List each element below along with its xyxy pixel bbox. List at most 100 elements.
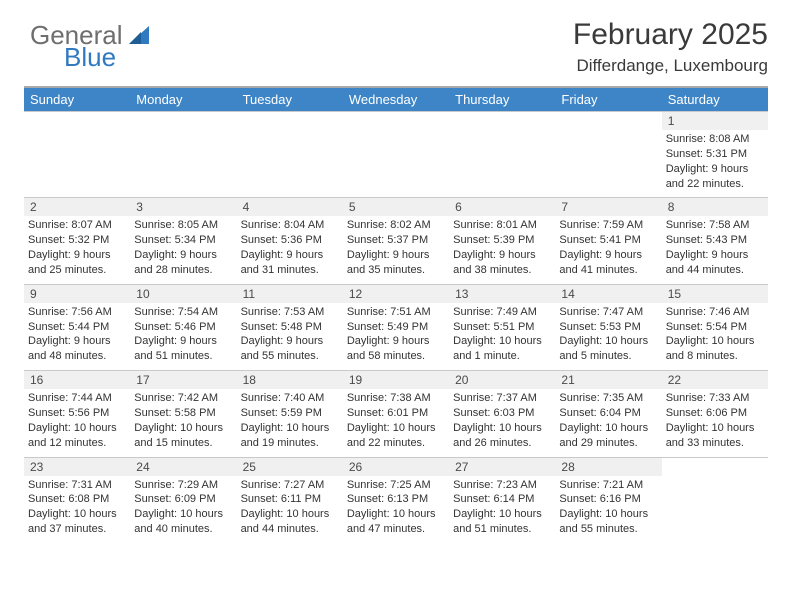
dow-saturday: Saturday <box>662 87 768 112</box>
day-cell <box>130 112 236 198</box>
day-body: Sunrise: 7:33 AMSunset: 6:06 PMDaylight:… <box>662 389 768 456</box>
day-body: Sunrise: 7:21 AMSunset: 6:16 PMDaylight:… <box>555 476 661 543</box>
day-cell-inner: 28Sunrise: 7:21 AMSunset: 6:16 PMDayligh… <box>555 458 661 543</box>
day-cell: 9Sunrise: 7:56 AMSunset: 5:44 PMDaylight… <box>24 284 130 370</box>
day-line-sr: Sunrise: 7:56 AM <box>28 305 124 320</box>
day-cell: 7Sunrise: 7:59 AMSunset: 5:41 PMDaylight… <box>555 198 661 284</box>
day-cell <box>555 112 661 198</box>
day-cell: 10Sunrise: 7:54 AMSunset: 5:46 PMDayligh… <box>130 284 236 370</box>
day-line-sr: Sunrise: 8:05 AM <box>134 218 230 233</box>
day-cell-inner <box>449 112 555 196</box>
day-line-d2: and 26 minutes. <box>453 436 549 451</box>
day-cell-inner: 20Sunrise: 7:37 AMSunset: 6:03 PMDayligh… <box>449 371 555 456</box>
day-line-d2: and 48 minutes. <box>28 349 124 364</box>
day-line-d1: Daylight: 10 hours <box>559 334 655 349</box>
day-cell-inner: 19Sunrise: 7:38 AMSunset: 6:01 PMDayligh… <box>343 371 449 456</box>
day-cell-inner <box>343 112 449 196</box>
day-line-sr: Sunrise: 7:59 AM <box>559 218 655 233</box>
day-cell: 6Sunrise: 8:01 AMSunset: 5:39 PMDaylight… <box>449 198 555 284</box>
day-cell: 24Sunrise: 7:29 AMSunset: 6:09 PMDayligh… <box>130 457 236 543</box>
day-body: Sunrise: 7:37 AMSunset: 6:03 PMDaylight:… <box>449 389 555 456</box>
day-cell <box>449 112 555 198</box>
day-number: 26 <box>343 458 449 476</box>
day-line-d2: and 5 minutes. <box>559 349 655 364</box>
day-cell: 15Sunrise: 7:46 AMSunset: 5:54 PMDayligh… <box>662 284 768 370</box>
day-cell: 3Sunrise: 8:05 AMSunset: 5:34 PMDaylight… <box>130 198 236 284</box>
day-line-d1: Daylight: 9 hours <box>666 248 762 263</box>
logo-word-blue: Blue <box>64 44 123 70</box>
day-line-sr: Sunrise: 7:58 AM <box>666 218 762 233</box>
day-line-d2: and 22 minutes. <box>666 177 762 192</box>
day-cell: 13Sunrise: 7:49 AMSunset: 5:51 PMDayligh… <box>449 284 555 370</box>
day-line-d1: Daylight: 10 hours <box>559 507 655 522</box>
day-cell-inner: 17Sunrise: 7:42 AMSunset: 5:58 PMDayligh… <box>130 371 236 456</box>
day-cell-inner: 1Sunrise: 8:08 AMSunset: 5:31 PMDaylight… <box>662 112 768 197</box>
day-cell-inner: 15Sunrise: 7:46 AMSunset: 5:54 PMDayligh… <box>662 285 768 370</box>
day-number: 1 <box>662 112 768 130</box>
day-line-d2: and 55 minutes. <box>559 522 655 537</box>
day-cell: 8Sunrise: 7:58 AMSunset: 5:43 PMDaylight… <box>662 198 768 284</box>
day-line-d1: Daylight: 10 hours <box>666 334 762 349</box>
day-line-d2: and 8 minutes. <box>666 349 762 364</box>
day-cell-inner: 9Sunrise: 7:56 AMSunset: 5:44 PMDaylight… <box>24 285 130 370</box>
day-line-d1: Daylight: 10 hours <box>134 507 230 522</box>
page-title: February 2025 <box>573 18 768 52</box>
day-line-d2: and 19 minutes. <box>241 436 337 451</box>
day-line-sr: Sunrise: 8:02 AM <box>347 218 443 233</box>
day-line-d2: and 44 minutes. <box>241 522 337 537</box>
day-body: Sunrise: 7:27 AMSunset: 6:11 PMDaylight:… <box>237 476 343 543</box>
day-line-d2: and 22 minutes. <box>347 436 443 451</box>
day-cell-inner: 23Sunrise: 7:31 AMSunset: 6:08 PMDayligh… <box>24 458 130 543</box>
day-cell: 14Sunrise: 7:47 AMSunset: 5:53 PMDayligh… <box>555 284 661 370</box>
day-number: 16 <box>24 371 130 389</box>
day-number: 7 <box>555 198 661 216</box>
day-number: 4 <box>237 198 343 216</box>
day-body: Sunrise: 7:29 AMSunset: 6:09 PMDaylight:… <box>130 476 236 543</box>
day-cell-inner: 12Sunrise: 7:51 AMSunset: 5:49 PMDayligh… <box>343 285 449 370</box>
day-line-sr: Sunrise: 8:04 AM <box>241 218 337 233</box>
day-number: 3 <box>130 198 236 216</box>
day-body: Sunrise: 7:58 AMSunset: 5:43 PMDaylight:… <box>662 216 768 283</box>
day-body: Sunrise: 7:54 AMSunset: 5:46 PMDaylight:… <box>130 303 236 370</box>
day-body: Sunrise: 8:08 AMSunset: 5:31 PMDaylight:… <box>662 130 768 197</box>
day-line-ss: Sunset: 5:31 PM <box>666 147 762 162</box>
day-number: 27 <box>449 458 555 476</box>
day-cell-inner: 2Sunrise: 8:07 AMSunset: 5:32 PMDaylight… <box>24 198 130 283</box>
day-cell-inner: 27Sunrise: 7:23 AMSunset: 6:14 PMDayligh… <box>449 458 555 543</box>
day-line-d2: and 31 minutes. <box>241 263 337 278</box>
week-row: 9Sunrise: 7:56 AMSunset: 5:44 PMDaylight… <box>24 284 768 370</box>
day-number: 17 <box>130 371 236 389</box>
day-line-ss: Sunset: 5:49 PM <box>347 320 443 335</box>
day-line-d2: and 1 minute. <box>453 349 549 364</box>
day-line-sr: Sunrise: 7:44 AM <box>28 391 124 406</box>
day-line-ss: Sunset: 5:59 PM <box>241 406 337 421</box>
day-line-d2: and 29 minutes. <box>559 436 655 451</box>
week-row: 1Sunrise: 8:08 AMSunset: 5:31 PMDaylight… <box>24 112 768 198</box>
day-line-d2: and 28 minutes. <box>134 263 230 278</box>
day-cell-inner: 5Sunrise: 8:02 AMSunset: 5:37 PMDaylight… <box>343 198 449 283</box>
day-cell-inner: 24Sunrise: 7:29 AMSunset: 6:09 PMDayligh… <box>130 458 236 543</box>
day-number: 2 <box>24 198 130 216</box>
day-number: 21 <box>555 371 661 389</box>
day-line-d1: Daylight: 10 hours <box>453 334 549 349</box>
day-body: Sunrise: 7:53 AMSunset: 5:48 PMDaylight:… <box>237 303 343 370</box>
day-cell: 28Sunrise: 7:21 AMSunset: 6:16 PMDayligh… <box>555 457 661 543</box>
day-line-d2: and 12 minutes. <box>28 436 124 451</box>
day-body: Sunrise: 7:49 AMSunset: 5:51 PMDaylight:… <box>449 303 555 370</box>
day-line-ss: Sunset: 6:16 PM <box>559 492 655 507</box>
day-number: 22 <box>662 371 768 389</box>
day-cell: 22Sunrise: 7:33 AMSunset: 6:06 PMDayligh… <box>662 371 768 457</box>
day-cell-inner: 6Sunrise: 8:01 AMSunset: 5:39 PMDaylight… <box>449 198 555 283</box>
day-line-sr: Sunrise: 7:29 AM <box>134 478 230 493</box>
day-number: 25 <box>237 458 343 476</box>
sail-icon <box>127 22 153 48</box>
day-body: Sunrise: 7:44 AMSunset: 5:56 PMDaylight:… <box>24 389 130 456</box>
day-line-ss: Sunset: 6:14 PM <box>453 492 549 507</box>
day-cell: 17Sunrise: 7:42 AMSunset: 5:58 PMDayligh… <box>130 371 236 457</box>
day-line-ss: Sunset: 6:08 PM <box>28 492 124 507</box>
day-cell <box>662 457 768 543</box>
day-number: 8 <box>662 198 768 216</box>
day-line-d1: Daylight: 10 hours <box>347 421 443 436</box>
day-line-d2: and 35 minutes. <box>347 263 443 278</box>
day-cell-inner: 14Sunrise: 7:47 AMSunset: 5:53 PMDayligh… <box>555 285 661 370</box>
